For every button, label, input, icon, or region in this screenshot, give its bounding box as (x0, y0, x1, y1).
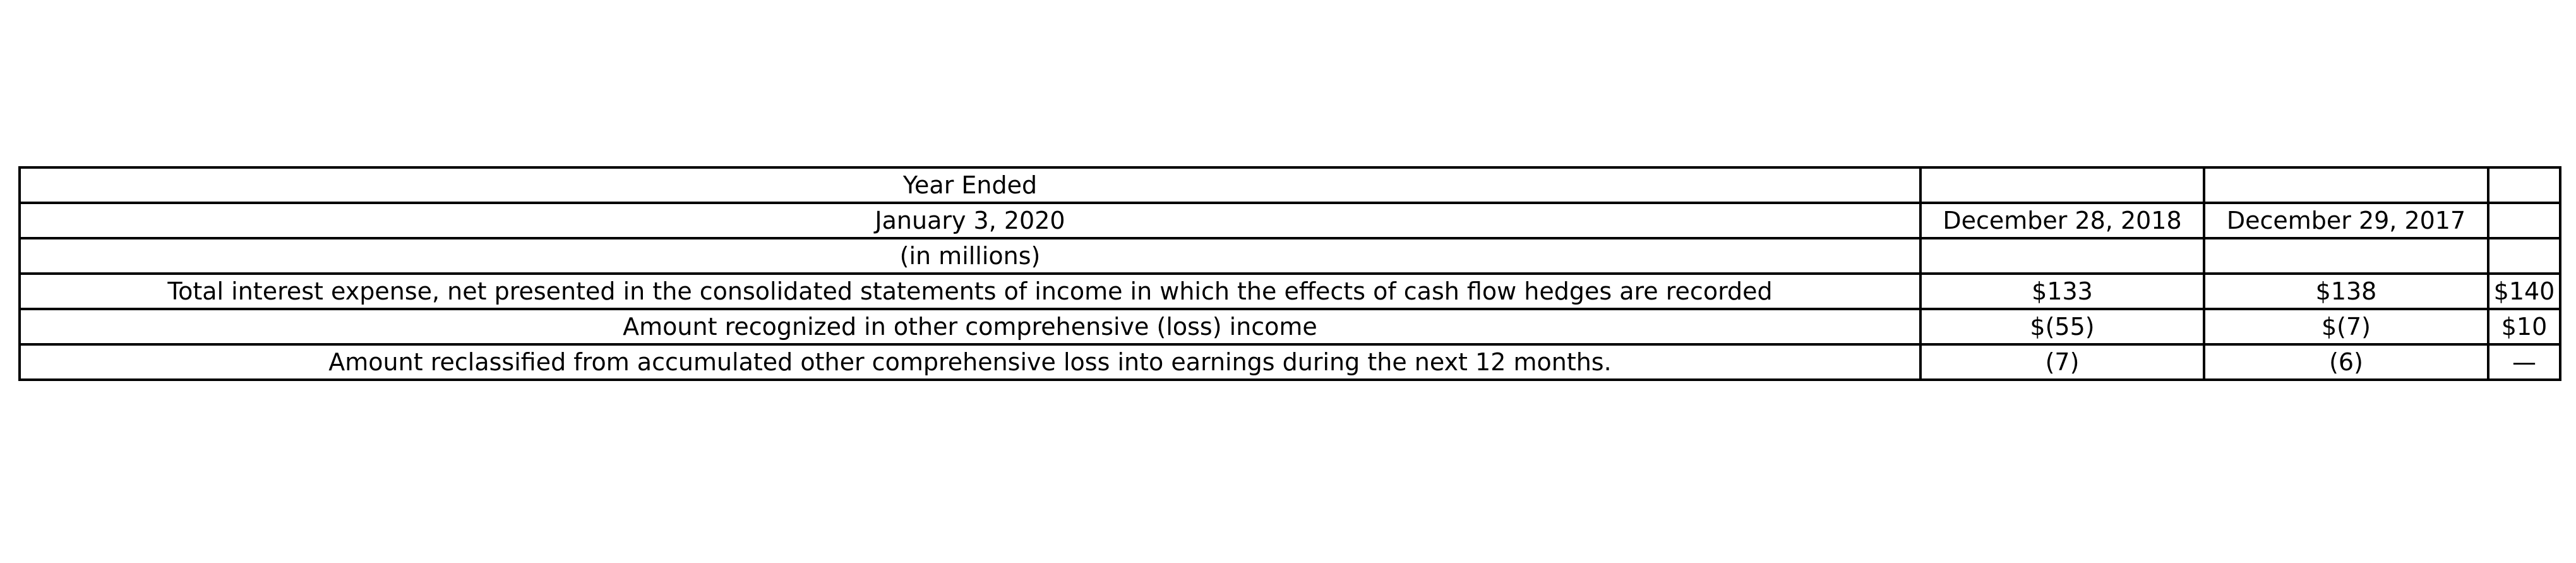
table-cell: December 28, 2018 (1919, 202, 2205, 239)
table-cell: $138 (2203, 272, 2489, 310)
table-cell: $140 (2487, 272, 2561, 310)
table-cell: (in millions) (18, 237, 1922, 275)
table-cell (1919, 166, 2205, 204)
table-cell (1919, 237, 2205, 275)
table-cell (2203, 166, 2489, 204)
table-cell: $133 (1919, 272, 2205, 310)
table-cell (2203, 237, 2489, 275)
table-cell (2487, 166, 2561, 204)
table-row: Total interest expense, net presented in… (18, 272, 2561, 310)
table-row-header-year-ended: Year Ended (18, 166, 2561, 204)
table-cell: Year Ended (18, 166, 1922, 204)
table-cell: $(55) (1919, 308, 2205, 346)
table-cell: Total interest expense, net presented in… (18, 272, 1922, 310)
table-cell: January 3, 2020 (18, 202, 1922, 239)
table-row-header-units: (in millions) (18, 237, 2561, 275)
table-cell (2487, 202, 2561, 239)
table-cell: Amount reclassified from accumulated oth… (18, 343, 1922, 381)
table-cell: (6) (2203, 343, 2489, 381)
table-cell: (7) (1919, 343, 2205, 381)
table-row: Amount recognized in other comprehensive… (18, 308, 2561, 346)
table-row-header-dates: January 3, 2020 December 28, 2018 Decemb… (18, 202, 2561, 239)
table-cell: December 29, 2017 (2203, 202, 2489, 239)
table-row: Amount reclassified from accumulated oth… (18, 343, 2561, 381)
table-cell (2487, 237, 2561, 275)
table-cell: — (2487, 343, 2561, 381)
financial-table: Year Ended January 3, 2020 December 28, … (18, 166, 2561, 381)
table-cell: $(7) (2203, 308, 2489, 346)
table-cell: Amount recognized in other comprehensive… (18, 308, 1922, 346)
table-cell: $10 (2487, 308, 2561, 346)
